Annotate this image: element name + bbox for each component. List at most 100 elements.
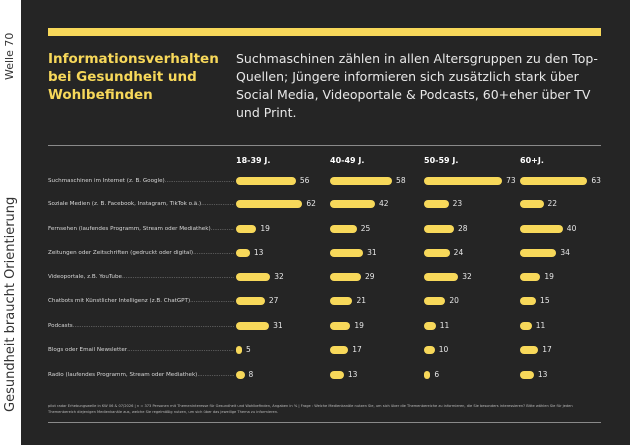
bar [424, 273, 459, 281]
bar [236, 371, 245, 379]
bar [236, 177, 296, 185]
data-label: 40 [566, 224, 577, 233]
category-text: Fernsehen (laufendes Programm, Stream od… [48, 226, 211, 232]
data-label: 20 [449, 296, 459, 305]
bar [424, 371, 431, 379]
bar [330, 225, 357, 233]
category-text: Soziale Medien (z. B. Facebook, Instagra… [48, 201, 202, 207]
data-label: 42 [378, 199, 389, 208]
column-header: 60+J. [520, 156, 544, 165]
leader-dots: ........................................… [210, 226, 234, 232]
page-subtitle: Suchmaschinen zählen in allen Altersgrup… [236, 51, 598, 120]
chart-panel [21, 0, 630, 445]
data-label: 24 [453, 248, 464, 257]
bar [330, 297, 353, 305]
page-title: Informationsverhalten bei Gesundheit und… [48, 51, 219, 103]
bar [520, 177, 588, 185]
data-label: 28 [457, 224, 468, 233]
data-label: 58 [396, 176, 406, 185]
data-label: 32 [274, 272, 284, 281]
leader-dots: ........................................… [72, 323, 234, 329]
data-label: 31 [273, 321, 283, 330]
data-label: 8 [248, 370, 254, 379]
footnote: pilot radar Erhebungswelle in KW 06 & 07… [48, 404, 573, 414]
category-label: Radio (laufendes Programm, Stream oder M… [48, 372, 234, 378]
column-header: 50-59 J. [424, 156, 459, 165]
data-label: 13 [347, 370, 358, 379]
bar [424, 225, 454, 233]
bar [236, 225, 257, 233]
bar [520, 273, 541, 281]
bar [424, 249, 450, 257]
data-label: 29 [365, 272, 375, 281]
bar [424, 297, 446, 305]
category-text: Chatbots mit Künstlicher Intelligenz (z.… [48, 298, 191, 304]
data-label: 56 [299, 176, 310, 185]
bar [520, 297, 537, 305]
side-strip: Welle 70 Gesundheit braucht Orientierung [0, 0, 21, 445]
data-label: 31 [367, 248, 377, 257]
slogan: Gesundheit braucht Orientierung [3, 196, 18, 412]
leader-dots: ........................................… [127, 347, 234, 353]
data-label: 62 [306, 199, 316, 208]
bar [330, 346, 349, 354]
data-label: 5 [246, 345, 251, 354]
category-label: Podcasts................................… [48, 323, 234, 329]
bar [520, 225, 563, 233]
data-label: 11 [535, 321, 546, 330]
leader-dots: ........................................… [121, 274, 234, 280]
data-label: 19 [544, 272, 554, 281]
category-label: Videoportale, z.B. YouTube..............… [48, 274, 234, 280]
leader-dots: ........................................… [193, 250, 234, 256]
data-label: 22 [547, 199, 558, 208]
divider-top [48, 145, 601, 146]
category-text: Blogs oder Email Newsletter [48, 347, 128, 353]
column-header: 40-49 J. [330, 156, 365, 165]
category-label: Fernsehen (laufendes Programm, Stream od… [48, 226, 234, 232]
category-text: Podcasts [48, 323, 73, 329]
bar [424, 177, 503, 185]
bar [424, 346, 435, 354]
leader-dots: ........................................… [190, 298, 234, 304]
data-label: 15 [540, 296, 550, 305]
category-label: Blogs oder Email Newsletter.............… [48, 347, 234, 353]
data-label: 17 [542, 345, 552, 354]
data-label: 10 [438, 345, 449, 354]
data-label: 19 [260, 224, 270, 233]
data-label: 23 [452, 199, 463, 208]
data-label: 21 [356, 296, 367, 305]
data-label: 34 [560, 248, 570, 257]
bar [520, 346, 539, 354]
bar [520, 200, 544, 208]
column-header: 18-39 J. [236, 156, 271, 165]
bar [520, 371, 534, 379]
category-text: Videoportale, z.B. YouTube [48, 274, 122, 280]
bar [236, 200, 303, 208]
bar [236, 297, 265, 305]
data-label: 25 [360, 224, 371, 233]
category-text: Zeitungen oder Zeitschriften (gedruckt o… [48, 250, 194, 256]
data-label: 13 [253, 248, 264, 257]
bar [330, 249, 364, 257]
bar [330, 322, 351, 330]
data-label: 19 [354, 321, 364, 330]
bar [236, 322, 270, 330]
data-label: 63 [591, 176, 601, 185]
leader-dots: ........................................… [164, 178, 234, 184]
accent-bar [48, 28, 601, 36]
wave-label: Welle 70 [3, 32, 16, 80]
category-label: Chatbots mit Künstlicher Intelligenz (z.… [48, 298, 234, 304]
bar [520, 249, 557, 257]
data-label: 13 [537, 370, 548, 379]
divider-bottom [48, 422, 601, 423]
bar [424, 200, 449, 208]
bar [236, 273, 271, 281]
category-label: Zeitungen oder Zeitschriften (gedruckt o… [48, 250, 234, 256]
category-label: Suchmaschinen im Internet (z. B. Google)… [48, 178, 234, 184]
bar [236, 346, 242, 354]
leader-dots: ........................................… [197, 372, 234, 378]
category-text: Suchmaschinen im Internet (z. B. Google) [48, 178, 165, 184]
data-label: 32 [462, 272, 472, 281]
bar [236, 249, 250, 257]
bar [330, 273, 362, 281]
